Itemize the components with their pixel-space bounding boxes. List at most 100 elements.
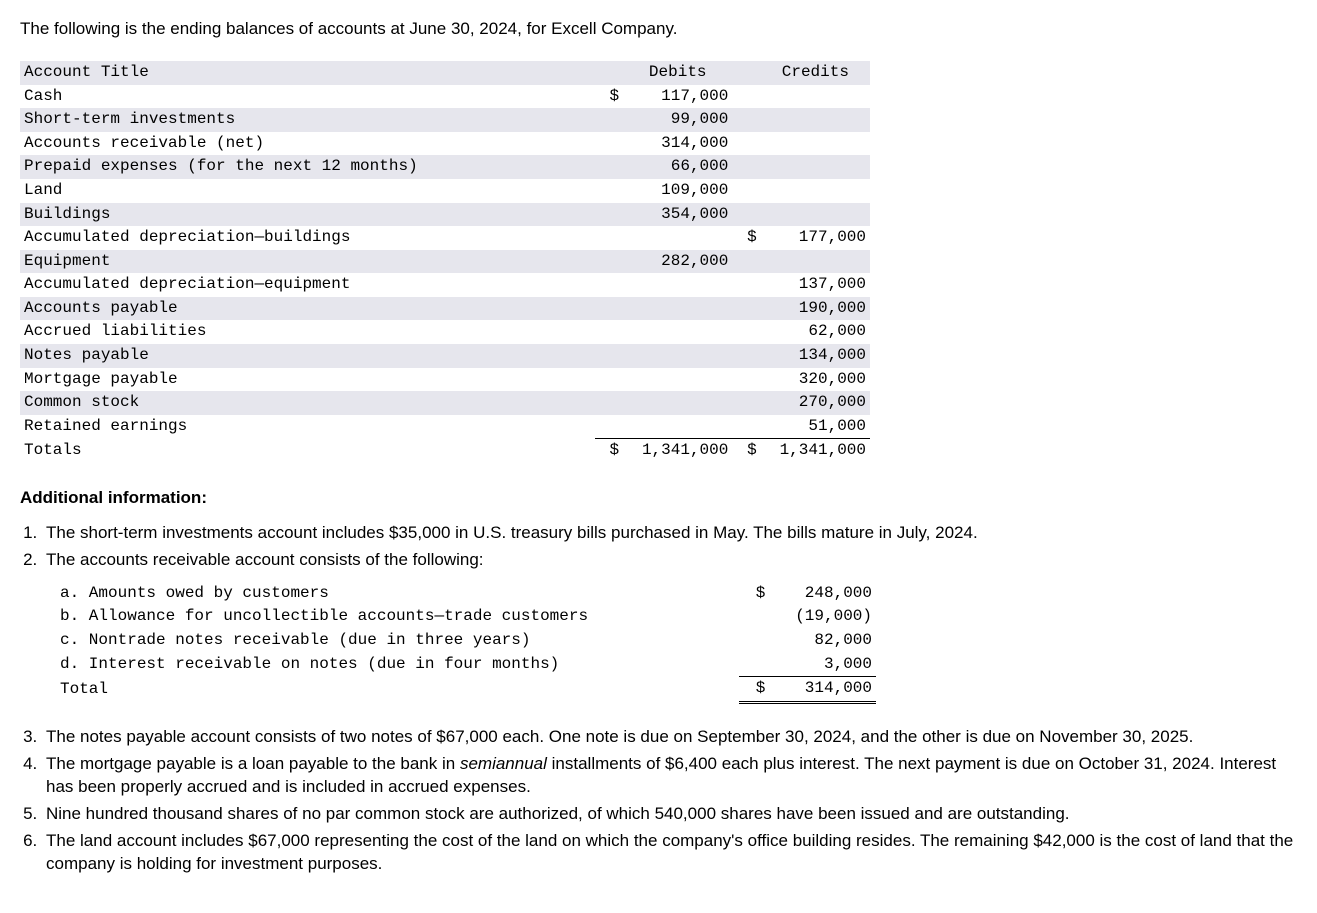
totals-row: Totals $ 1,341,000 $ 1,341,000 <box>20 439 870 463</box>
credit-currency: $ <box>732 226 760 250</box>
credit-currency <box>732 108 760 132</box>
account-title: Accounts receivable (net) <box>20 132 595 156</box>
debit-amount <box>623 273 732 297</box>
debit-currency <box>595 108 623 132</box>
ar-total-row: Total $ 314,000 <box>56 677 876 703</box>
account-title: Accrued liabilities <box>20 320 595 344</box>
ar-total-amount: 314,000 <box>769 677 876 703</box>
credit-currency <box>732 85 760 109</box>
account-title: Equipment <box>20 250 595 274</box>
credit-currency <box>732 344 760 368</box>
totals-debit-cur: $ <box>595 439 623 463</box>
debit-currency <box>595 132 623 156</box>
ar-amount: 82,000 <box>769 629 876 653</box>
table-row: Buildings 354,000 <box>20 203 870 227</box>
debit-amount: 99,000 <box>623 108 732 132</box>
debit-currency <box>595 297 623 321</box>
info-item-2: The accounts receivable account consists… <box>42 547 1297 724</box>
ar-total-cur: $ <box>739 677 769 703</box>
debit-currency <box>595 155 623 179</box>
credit-currency <box>732 155 760 179</box>
debit-amount <box>623 344 732 368</box>
account-title: Retained earnings <box>20 415 595 439</box>
credit-amount: 51,000 <box>761 415 870 439</box>
debit-amount: 354,000 <box>623 203 732 227</box>
credit-amount: 320,000 <box>761 368 870 392</box>
ar-label: b. Allowance for uncollectible accounts—… <box>56 605 739 629</box>
credit-amount <box>761 250 870 274</box>
ar-currency <box>739 605 769 629</box>
col-header-credit-cur <box>732 61 760 85</box>
info-4-italic: semiannual <box>460 754 547 773</box>
debit-amount <box>623 415 732 439</box>
info-item-4: The mortgage payable is a loan payable t… <box>42 751 1297 801</box>
debit-amount: 66,000 <box>623 155 732 179</box>
debit-currency <box>595 273 623 297</box>
credit-currency <box>732 132 760 156</box>
info-4-pre: The mortgage payable is a loan payable t… <box>46 754 460 773</box>
credit-amount: 62,000 <box>761 320 870 344</box>
account-title: Land <box>20 179 595 203</box>
debit-currency: $ <box>595 85 623 109</box>
credit-amount: 134,000 <box>761 344 870 368</box>
table-row: Accounts receivable (net) 314,000 <box>20 132 870 156</box>
credit-amount <box>761 85 870 109</box>
table-row: Prepaid expenses (for the next 12 months… <box>20 155 870 179</box>
ar-total-label: Total <box>56 677 739 703</box>
debit-amount <box>623 368 732 392</box>
account-title: Buildings <box>20 203 595 227</box>
ar-detail-table: a. Amounts owed by customers$248,000b. A… <box>56 582 876 704</box>
credit-currency <box>732 297 760 321</box>
credit-amount: 270,000 <box>761 391 870 415</box>
debit-amount <box>623 226 732 250</box>
ar-currency <box>739 653 769 677</box>
table-row: Short-term investments 99,000 <box>20 108 870 132</box>
account-title: Cash <box>20 85 595 109</box>
debit-currency <box>595 320 623 344</box>
credit-amount <box>761 155 870 179</box>
info-2-text: The accounts receivable account consists… <box>46 550 484 569</box>
totals-label: Totals <box>20 439 595 463</box>
col-header-title: Account Title <box>20 61 595 85</box>
ar-currency: $ <box>739 582 769 606</box>
ar-label: a. Amounts owed by customers <box>56 582 739 606</box>
debit-amount: 117,000 <box>623 85 732 109</box>
ar-currency <box>739 629 769 653</box>
col-header-debits: Debits <box>623 61 732 85</box>
totals-credit: 1,341,000 <box>761 439 870 463</box>
debit-currency <box>595 344 623 368</box>
info-item-6: The land account includes $67,000 repres… <box>42 828 1297 878</box>
info-item-1: The short-term investments account inclu… <box>42 520 1297 547</box>
additional-info-list: The short-term investments account inclu… <box>42 520 1297 877</box>
credit-currency <box>732 273 760 297</box>
account-title: Accounts payable <box>20 297 595 321</box>
table-row: Accumulated depreciation—buildings$177,0… <box>20 226 870 250</box>
ar-amount: 3,000 <box>769 653 876 677</box>
ar-row: d. Interest receivable on notes (due in … <box>56 653 876 677</box>
credit-amount <box>761 108 870 132</box>
debit-amount <box>623 391 732 415</box>
table-row: Notes payable 134,000 <box>20 344 870 368</box>
debit-amount: 109,000 <box>623 179 732 203</box>
ar-label: c. Nontrade notes receivable (due in thr… <box>56 629 739 653</box>
credit-amount: 190,000 <box>761 297 870 321</box>
ar-amount: (19,000) <box>769 605 876 629</box>
debit-currency <box>595 391 623 415</box>
credit-currency <box>732 415 760 439</box>
credit-amount: 137,000 <box>761 273 870 297</box>
debit-amount: 282,000 <box>623 250 732 274</box>
debit-amount <box>623 297 732 321</box>
info-item-5: Nine hundred thousand shares of no par c… <box>42 801 1297 828</box>
table-row: Cash$117,000 <box>20 85 870 109</box>
account-title: Short-term investments <box>20 108 595 132</box>
ar-row: c. Nontrade notes receivable (due in thr… <box>56 629 876 653</box>
account-title: Notes payable <box>20 344 595 368</box>
credit-amount <box>761 132 870 156</box>
debit-currency <box>595 226 623 250</box>
ar-amount: 248,000 <box>769 582 876 606</box>
debit-currency <box>595 415 623 439</box>
debit-amount: 314,000 <box>623 132 732 156</box>
debit-amount <box>623 320 732 344</box>
additional-info-heading: Additional information: <box>20 487 1297 510</box>
debit-currency <box>595 368 623 392</box>
